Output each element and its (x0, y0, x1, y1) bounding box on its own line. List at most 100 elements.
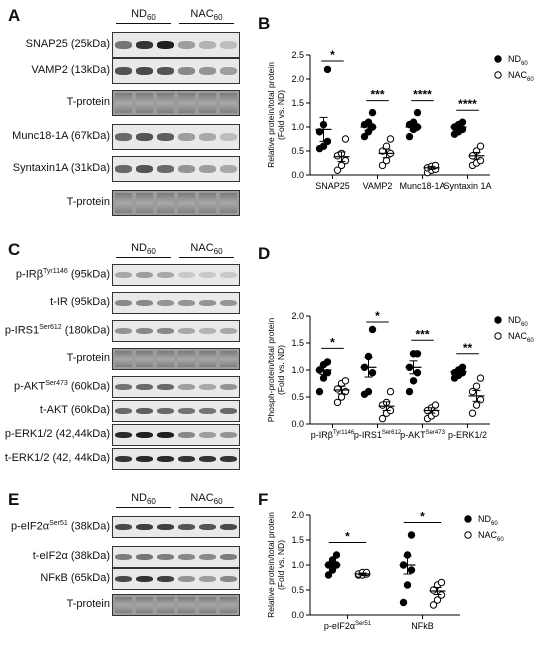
blot-row-label: T-protein (66, 352, 110, 364)
lane-stain (136, 93, 153, 113)
data-point (341, 377, 350, 385)
blot-band (136, 456, 153, 463)
blot-strip (112, 546, 240, 568)
y-tick-label: 1.0 (291, 122, 304, 132)
significance-stars: *** (415, 327, 429, 341)
x-tick-label: NFkB (411, 621, 434, 631)
legend-label: ND60 (508, 54, 528, 67)
data-point (458, 118, 467, 126)
y-tick-label: 2.0 (291, 510, 304, 520)
blot-row-label: t-eIF2α (38kDa) (32, 550, 110, 562)
blot-band (199, 408, 216, 415)
significance-stars: * (420, 510, 425, 524)
blot-band (157, 300, 174, 307)
lane-stain (220, 597, 237, 613)
blot-band (115, 133, 132, 142)
blot-band (157, 272, 174, 279)
blot-band (136, 432, 153, 439)
panel-letter-e: E (8, 490, 20, 509)
data-point (405, 132, 414, 141)
blot-band (178, 272, 195, 279)
scatter-chart-f: 0.0 0.5 1.0 1.5 2.0 Relative protein/total pr… (266, 510, 504, 632)
legend-label: ND60 (478, 514, 498, 527)
y-tick-label: 0.5 (291, 585, 304, 595)
lane-stain (115, 597, 132, 613)
data-point (413, 350, 422, 358)
x-tick-label: Munc18-1A (399, 181, 445, 191)
lane-stain (199, 93, 216, 113)
lane-stain (199, 193, 216, 213)
blot-band (136, 384, 153, 391)
blot-strip (112, 124, 240, 150)
data-point (315, 387, 324, 396)
blot-band (199, 384, 216, 391)
data-point (323, 65, 332, 74)
blot-strip (112, 264, 240, 286)
blot-band (199, 272, 216, 279)
panel-letter-f: F (258, 490, 269, 509)
data-point (468, 387, 477, 396)
blot-band (220, 432, 237, 439)
blot-band (178, 328, 195, 335)
group-label-nac: NAC60 (175, 8, 238, 22)
blot-band (199, 67, 216, 76)
blot-band (136, 300, 153, 307)
significance-stars: ** (463, 341, 473, 355)
data-point (437, 578, 446, 587)
data-point (324, 571, 333, 579)
legend-label: NAC60 (478, 530, 504, 543)
legend-label: NAC60 (508, 70, 534, 83)
group-underline (116, 507, 171, 508)
blot-row-label: NFκB (65kDa) (40, 572, 110, 584)
blot-band (199, 133, 216, 142)
blot-band (115, 41, 132, 50)
blot-band (136, 165, 153, 174)
group-label-nd: ND60 (112, 492, 175, 506)
group-name: ND (131, 242, 147, 254)
y-axis-label: Relative protein/total protein (266, 62, 276, 168)
significance-stars: * (345, 530, 350, 544)
blot-row-label: Syntaxin1A (31kDa) (12, 162, 110, 174)
blot-row-label: t-IR (95kDa) (50, 296, 110, 308)
blot-strip (112, 568, 240, 590)
group-sub: 60 (213, 497, 223, 507)
y-tick-label: 1.0 (291, 560, 304, 570)
group-name: NAC (190, 492, 214, 504)
data-point (315, 128, 324, 136)
group-name: NAC (190, 242, 214, 254)
data-point (476, 156, 485, 165)
blot-row-label: T-protein (66, 196, 110, 208)
data-point (341, 135, 350, 143)
y-axis-label-secondary: (Fold vs. ND) (276, 345, 286, 395)
panel-letter-c: C (8, 240, 21, 259)
blot-band (220, 554, 237, 561)
group-sub: 60 (146, 497, 156, 507)
y-tick-label: 1.5 (291, 338, 304, 348)
lane-stain (115, 193, 132, 213)
data-point (413, 369, 422, 377)
legend-marker (494, 332, 502, 340)
blot-row-label: p-IRS1Ser612 (180kDa) (4, 324, 110, 337)
group-underline (179, 507, 234, 508)
blot-band (220, 133, 237, 142)
blot-band (157, 133, 174, 142)
data-point (476, 142, 485, 150)
significance-stars: **** (413, 88, 432, 102)
group-label-nac: NAC60 (175, 492, 238, 506)
blot-strip (112, 32, 240, 58)
blot-band (136, 272, 153, 279)
blot-band (199, 328, 216, 335)
blot-row-label: p-eIF2αSer51 (38kDa) (10, 520, 110, 533)
x-tick-label: p-AKTSer473 (400, 430, 446, 440)
blot-row-label: p-AKTSer473 (60kDa) (14, 380, 110, 393)
y-tick-label: 0.5 (291, 392, 304, 402)
total-protein-stain (112, 90, 240, 116)
data-point (368, 325, 377, 334)
blot-strip (112, 376, 240, 398)
blot-band (199, 576, 216, 583)
blot-strip (112, 320, 240, 342)
significance-stars: **** (458, 97, 477, 111)
lane-stain (157, 597, 174, 613)
group-underline (179, 257, 234, 258)
y-tick-label: 0.0 (291, 170, 304, 180)
